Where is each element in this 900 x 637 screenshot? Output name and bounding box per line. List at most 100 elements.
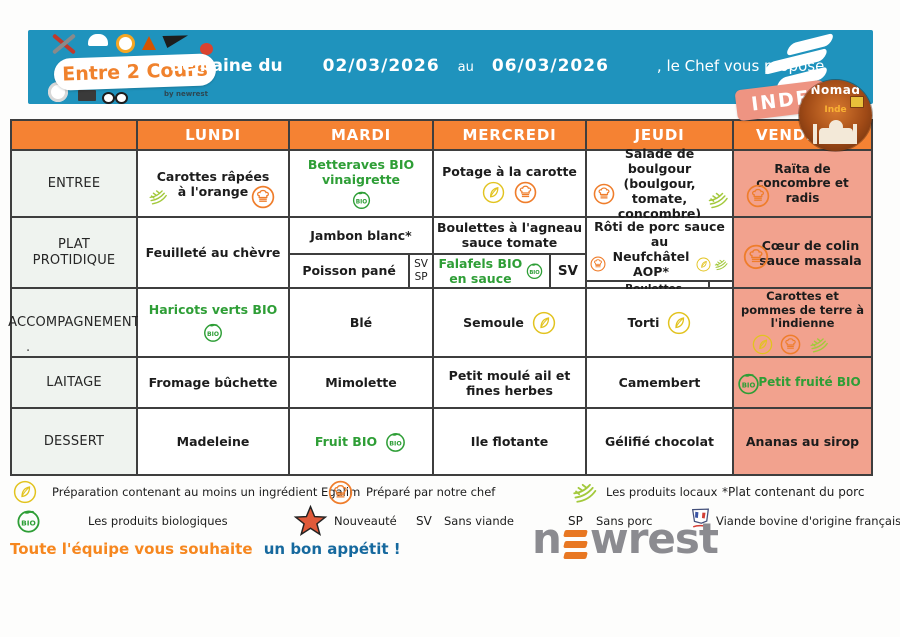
chef-icon <box>328 480 353 505</box>
book-icon <box>78 90 96 101</box>
row-label-accompagnement: ACCOMPAGNEMENT . <box>8 289 140 358</box>
week-header: Semaine du 02/03/2026 au 06/03/2026 , le… <box>170 56 824 76</box>
legend-porc-note: *Plat contenant du porc <box>722 485 865 499</box>
nomad-photo-thumb <box>850 96 864 108</box>
menu-table: LUNDI MARDI MERCREDI JEUDI VENDREDI ENTR… <box>8 119 873 476</box>
cell-plat-mercredi: Boulettes à l'agneau sauce tomate Falafe… <box>434 218 587 289</box>
cell-plat-jeudi: Rôti de porc sauce au Neufchâtel AOP* Bo… <box>587 218 734 333</box>
legend-sp-tag: SP <box>568 514 583 528</box>
glasses-icon <box>115 92 128 104</box>
chef-icon <box>593 183 615 205</box>
newrest-logo: n wrest <box>532 514 719 563</box>
cell-laitage-lundi: Fromage bûchette <box>138 358 290 409</box>
entre-2-cours-logo: Entre 2 Cours by newrest <box>46 26 236 104</box>
cell-plat-mardi: Jambon blanc* Poisson pané SV SP <box>290 218 434 289</box>
chef-icon <box>590 256 606 272</box>
cell-dessert-lundi: Madeleine <box>138 409 290 474</box>
wish-text-blue: un bon appétit ! <box>263 540 401 558</box>
row-label-laitage: LAITAGE <box>12 358 138 409</box>
nomad-badge-sub: Inde <box>824 105 847 115</box>
chef-icon <box>251 185 275 209</box>
flask-icon <box>142 36 156 50</box>
local-icon <box>147 185 169 207</box>
legend-egalim: Préparation contenant au moins un ingréd… <box>52 485 361 499</box>
legend-bio: Les produits biologiques <box>88 514 228 528</box>
legend-chef: Préparé par notre chef <box>366 485 496 499</box>
chef-icon <box>746 184 770 208</box>
cell-accomp-mercredi: Semoule <box>434 289 587 358</box>
row-label-entree: ENTREE <box>12 151 138 218</box>
week-label: Semaine du <box>170 56 283 76</box>
plat-mardi-option2: Poisson pané <box>302 263 396 279</box>
egalim-icon <box>667 311 691 335</box>
logo-byline: by newrest <box>164 90 208 98</box>
stray-dot: . <box>26 340 31 356</box>
day-header-lundi: LUNDI <box>138 121 290 151</box>
date-from: 02/03/2026 <box>322 56 440 76</box>
egalim-icon <box>482 181 505 204</box>
legend-nouveaute: Nouveauté <box>334 514 397 528</box>
cell-accomp-lundi: Haricots verts BIO <box>138 289 290 358</box>
chef-icon <box>780 334 801 355</box>
day-header-mercredi: MERCREDI <box>434 121 587 151</box>
egalim-icon <box>696 257 711 272</box>
cell-accomp-vendredi: Carottes et pommes de terre à l'indienne <box>734 289 871 358</box>
paper-plane-icon <box>162 26 190 49</box>
date-conjunction: au <box>457 60 474 75</box>
cell-laitage-vendredi: Petit fruité BIO <box>734 358 871 409</box>
cell-accomp-mardi: Blé <box>290 289 434 358</box>
cell-dessert-jeudi: Gélifié chocolat <box>587 409 734 474</box>
cell-dessert-mercredi: Ile flotante <box>434 409 587 474</box>
new-star-icon <box>293 504 328 539</box>
newrest-e-stripes-icon <box>563 529 588 559</box>
cell-dessert-vendredi: Ananas au sirop <box>734 409 871 474</box>
row-label-dessert: DESSERT <box>12 409 138 474</box>
legend-sv-label: Sans viande <box>444 514 514 528</box>
chef-icon <box>743 243 769 269</box>
plat-jeudi-option1: Rôti de porc sauce au Neufchâtel AOP* <box>587 218 732 282</box>
legend-beef: Viande bovine d'origine française <box>716 514 900 528</box>
cell-plat-vendredi: Cœur de colin sauce massala <box>734 218 871 289</box>
cell-entree-jeudi: Salade de boulgour (boulgour, tomate, co… <box>587 146 734 221</box>
chef-hat-icon <box>88 34 108 46</box>
nomad-badge: Nomad Inde <box>799 80 872 151</box>
diet-tag-sv: SV <box>548 254 585 287</box>
egalim-icon <box>532 311 556 335</box>
date-to: 06/03/2026 <box>491 56 609 76</box>
cell-entree-lundi: Carottes râpées à l'orange <box>138 151 290 218</box>
cell-laitage-mardi: Mimolette <box>290 358 434 409</box>
bio-icon <box>15 507 42 534</box>
diet-tags: SV SP <box>408 254 432 287</box>
bio-icon <box>351 189 372 210</box>
plat-mercredi-option2: Falafels BIO en sauce <box>434 255 549 287</box>
wish-text-orange: Toute l'équipe vous souhaite <box>10 540 253 558</box>
legend-local: Les produits locaux <box>606 485 718 499</box>
cell-entree-mardi: Betteraves BIO vinaigrette <box>290 151 434 218</box>
egalim-icon <box>752 334 773 355</box>
taj-mahal-graphic <box>812 124 853 144</box>
legend-sv-tag: SV <box>416 514 432 528</box>
local-icon <box>713 256 729 272</box>
egalim-icon <box>13 480 37 504</box>
plat-mercredi-option1: Boulettes à l'agneau sauce tomate <box>434 218 585 255</box>
clock-icon <box>116 34 135 53</box>
bio-icon <box>525 261 544 280</box>
header-band: Entre 2 Cours by newrest Semaine du 02/0… <box>28 26 873 104</box>
bio-icon <box>384 430 407 453</box>
cell-dessert-mardi: Fruit BIO <box>290 409 434 474</box>
day-header-jeudi: JEUDI <box>587 121 734 151</box>
plat-mardi-option1: Jambon blanc* <box>290 218 432 255</box>
nomad-badge-title: Nomad <box>810 83 861 97</box>
day-header-mardi: MARDI <box>290 121 434 151</box>
local-icon <box>570 477 599 506</box>
cell-laitage-jeudi: Camembert <box>587 358 734 409</box>
local-icon <box>808 333 830 355</box>
cell-laitage-mercredi: Petit moulé ail et fines herbes <box>434 358 587 409</box>
cell-entree-vendredi: Raïta de concombre et radis <box>734 151 871 218</box>
bio-icon <box>736 370 761 395</box>
legend: Préparation contenant au moins un ingréd… <box>10 477 900 539</box>
corner-cell <box>12 121 138 151</box>
footer-wish: Toute l'équipe vous souhaite un bon appé… <box>10 540 401 558</box>
bio-icon <box>202 321 224 343</box>
local-icon <box>706 187 730 211</box>
